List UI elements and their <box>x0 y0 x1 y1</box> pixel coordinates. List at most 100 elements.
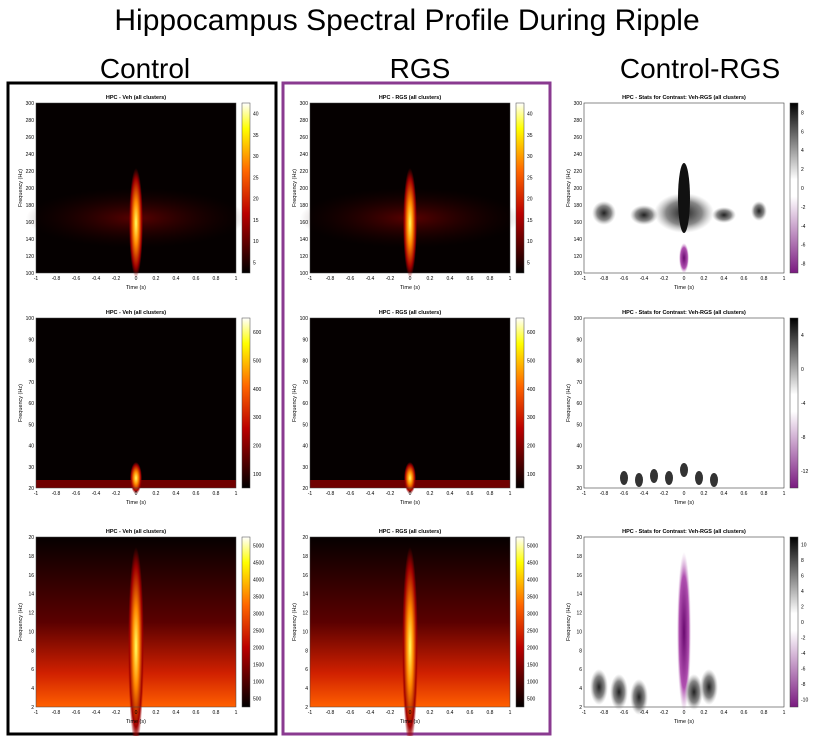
y-tick-label: 50 <box>302 422 308 428</box>
x-tick-label: 0 <box>135 276 138 282</box>
x-tick-label: -0.8 <box>52 710 61 716</box>
colorbar-tick-label: 2500 <box>253 629 264 635</box>
colorbar-tick-label: 500 <box>253 359 262 365</box>
colorbar-tick-label: 2000 <box>527 646 538 652</box>
colorbar <box>515 536 525 708</box>
y-tick-label: 300 <box>300 101 309 107</box>
x-tick-label: 0.2 <box>153 276 160 282</box>
colorbar-tick-label: 40 <box>253 112 259 118</box>
x-tick-label: 0 <box>409 276 412 282</box>
y-tick-label: 220 <box>26 169 35 175</box>
y-tick-label: 4 <box>305 686 308 692</box>
panel-title: HPC - RGS (all clusters) <box>379 95 442 101</box>
x-tick-label: 0.8 <box>761 710 768 716</box>
x-tick-label: -0.2 <box>660 276 669 282</box>
x-tick-label: 0 <box>683 491 686 497</box>
y-tick-label: 40 <box>576 444 582 450</box>
blob <box>679 243 689 273</box>
x-tick-label: -1 <box>308 276 313 282</box>
colorbar-tick-label: 3000 <box>527 612 538 618</box>
y-axis-label: Frequency (Hz) <box>18 603 24 641</box>
y-tick-label: 160 <box>574 220 583 226</box>
x-tick-label: -0.4 <box>640 710 649 716</box>
plot-frame <box>35 102 237 274</box>
x-tick-label: 1 <box>235 710 238 716</box>
x-tick-label: -0.4 <box>92 276 101 282</box>
colorbar-tick-label: 3500 <box>527 595 538 601</box>
x-tick-label: 0.8 <box>761 276 768 282</box>
y-tick-label: 60 <box>302 401 308 407</box>
colorbar-tick-label: 400 <box>253 387 262 393</box>
streak <box>128 547 144 741</box>
y-tick-label: 50 <box>576 422 582 428</box>
x-tick-label: -0.2 <box>112 710 121 716</box>
y-tick-label: 10 <box>576 629 582 635</box>
colorbar-tick-label: 30 <box>253 154 259 160</box>
colorbar-tick-label: 5 <box>527 260 530 266</box>
panel: HPC - Stats for Contrast: Veh-RGS (all c… <box>566 310 808 506</box>
y-tick-label: 4 <box>579 686 582 692</box>
control-frame <box>6 81 278 736</box>
y-tick-label: 16 <box>576 573 582 579</box>
colorbar-tick-label: -8 <box>801 262 806 268</box>
x-tick-label: -0.4 <box>640 491 649 497</box>
colorbar-tick-label: 600 <box>527 330 536 336</box>
y-tick-label: 18 <box>28 554 34 560</box>
y-tick-label: 90 <box>28 337 34 343</box>
x-tick-label: -0.6 <box>346 710 355 716</box>
colorbar-tick-label: 3500 <box>253 595 264 601</box>
blob <box>610 674 628 710</box>
y-tick-label: 140 <box>574 237 583 243</box>
y-tick-label: 100 <box>300 271 309 277</box>
colorbar-tick-label: -2 <box>801 205 806 211</box>
x-tick-label: 0.2 <box>427 276 434 282</box>
y-tick-label: 8 <box>579 648 582 654</box>
y-tick-label: 280 <box>574 118 583 124</box>
heatmap <box>583 317 785 489</box>
y-tick-label: 20 <box>28 486 34 492</box>
y-tick-label: 100 <box>26 271 35 277</box>
x-tick-label: -0.8 <box>600 276 609 282</box>
panel: HPC - Veh (all clusters) Frequency (Hz) Ti… <box>18 529 264 741</box>
x-axis-label: Time (s) <box>400 719 420 725</box>
x-tick-label: -1 <box>34 491 39 497</box>
x-axis-label: Time (s) <box>126 500 146 506</box>
plot-frame <box>309 317 511 489</box>
y-tick-label: 14 <box>576 592 582 598</box>
y-tick-label: 120 <box>574 254 583 260</box>
colorbar-tick-label: 3000 <box>253 612 264 618</box>
streak <box>403 168 417 278</box>
colorbar-tick-label: 20 <box>527 197 533 203</box>
colorbar-tick-label: 15 <box>527 218 533 224</box>
x-tick-label: -0.4 <box>92 710 101 716</box>
x-tick-label: -0.2 <box>112 276 121 282</box>
x-tick-label: 0.8 <box>761 491 768 497</box>
y-tick-label: 200 <box>300 186 309 192</box>
y-tick-label: 240 <box>574 152 583 158</box>
colorbar-tick-label: 0 <box>801 620 804 626</box>
colorbar <box>241 102 251 274</box>
panel-title: HPC - Stats for Contrast: Veh-RGS (all c… <box>622 95 746 101</box>
colorbar-tick-label: 1500 <box>253 663 264 669</box>
colorbar-tick-label: -6 <box>801 666 806 672</box>
y-tick-label: 12 <box>28 611 34 617</box>
figure-title: Hippocampus Spectral Profile During Ripp… <box>114 4 699 37</box>
colorbar <box>789 102 799 274</box>
x-tick-label: 0.2 <box>427 491 434 497</box>
y-tick-label: 100 <box>300 316 309 322</box>
y-tick-label: 18 <box>302 554 308 560</box>
x-tick-label: 0.2 <box>427 710 434 716</box>
x-tick-label: -0.8 <box>326 710 335 716</box>
x-tick-label: 0.8 <box>213 491 220 497</box>
column-heading: RGS <box>390 53 451 84</box>
y-tick-label: 10 <box>302 629 308 635</box>
y-tick-label: 16 <box>28 573 34 579</box>
y-tick-label: 260 <box>26 135 35 141</box>
colorbar-tick-label: 10 <box>801 543 807 549</box>
y-axis-label: Frequency (Hz) <box>566 169 572 207</box>
x-tick-label: 1 <box>509 491 512 497</box>
y-tick-label: 2 <box>579 705 582 711</box>
colorbar-tick-label: 500 <box>253 697 262 703</box>
colorbar-tick-label: 8 <box>801 558 804 564</box>
